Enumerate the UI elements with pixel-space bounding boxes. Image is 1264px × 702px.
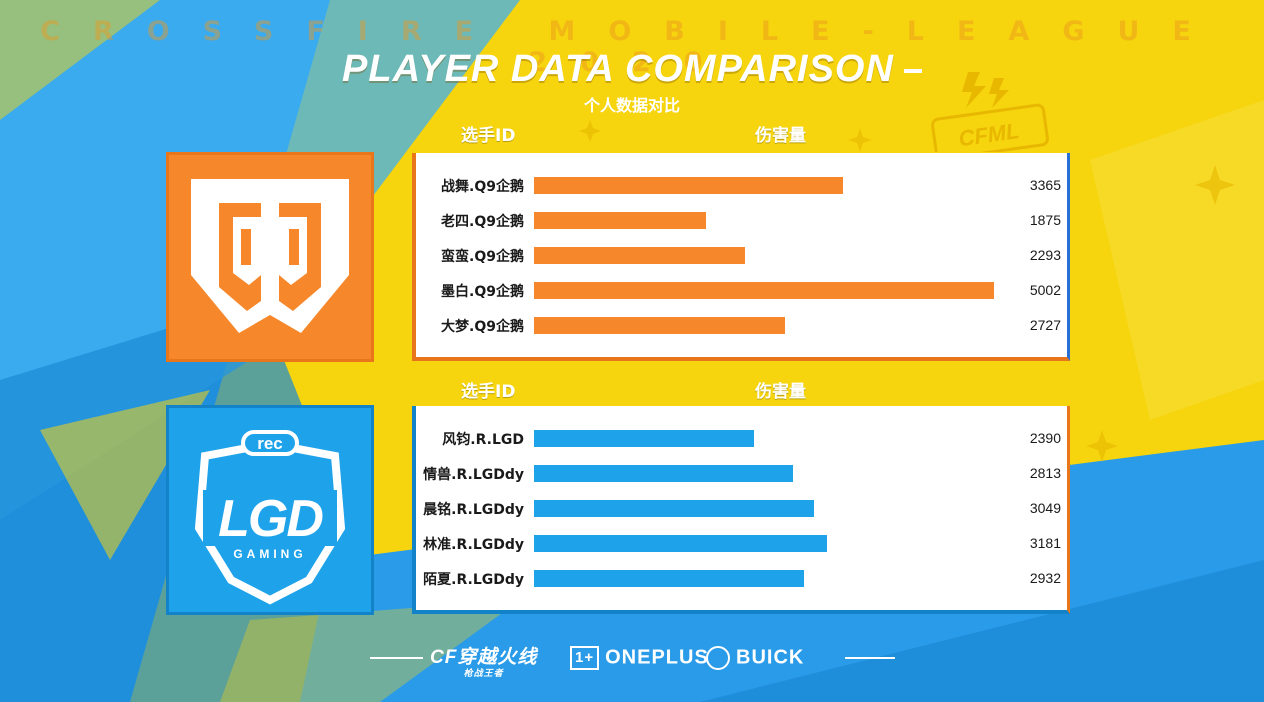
- bar-row: 林准.R.LGDdy 3181: [416, 531, 1067, 555]
- damage-value: 2727: [1029, 317, 1061, 333]
- player-name: 战舞.Q9企鹅: [441, 179, 524, 195]
- q9-logo-icon: [191, 179, 349, 333]
- team-logo-lgd: rec LGD GAMING: [166, 405, 374, 615]
- sponsor-cf-text: 穿越火线: [457, 647, 538, 668]
- col-header-damage-1: 伤害量: [755, 126, 806, 146]
- damage-value: 2932: [1029, 570, 1061, 586]
- player-name: 蛮蛮.Q9企鹅: [441, 249, 524, 265]
- bar-row: 蛮蛮.Q9企鹅 2293: [416, 243, 1067, 267]
- player-name: 晨铭.R.LGDdy: [423, 502, 524, 518]
- chart-panel-q9: 战舞.Q9企鹅 3365 老四.Q9企鹅 1875 蛮蛮.Q9企鹅 2293 墨白.Q9企鹅…: [412, 153, 1070, 361]
- col-header-damage-2: 伤害量: [755, 382, 806, 402]
- bar-row: 战舞.Q9企鹅 3365: [416, 173, 1067, 197]
- sponsor-oneplus-text: ONEPLUS: [605, 646, 709, 669]
- svg-text:LGD: LGD: [218, 490, 323, 548]
- damage-bar: [534, 317, 785, 334]
- damage-value: 2813: [1029, 465, 1061, 481]
- damage-value: 3365: [1029, 177, 1061, 193]
- page-title-text: PLAYER DATA COMPARISON: [342, 48, 894, 90]
- player-name: 林准.R.LGDdy: [423, 537, 524, 553]
- bar-row: 情兽.R.LGDdy 2813: [416, 461, 1067, 485]
- lgd-rec-text: rec: [257, 434, 283, 453]
- player-name: 情兽.R.LGDdy: [423, 467, 524, 483]
- damage-value: 1875: [1029, 212, 1061, 228]
- player-name: 墨白.Q9企鹅: [441, 284, 524, 300]
- player-name: 风钧.R.LGD: [442, 432, 524, 448]
- col-header-player-1: 选手ID: [461, 126, 516, 146]
- damage-bar: [534, 430, 754, 447]
- cfml-corner-logo: CFML: [931, 72, 1049, 152]
- cf-logo-mark: CF: [430, 647, 458, 668]
- svg-text:GAMING: GAMING: [233, 547, 306, 561]
- oneplus-icon: 1+: [570, 646, 600, 670]
- page-title: PLAYER DATA COMPARISON: [0, 48, 1264, 91]
- col-header-player-2: 选手ID: [461, 382, 516, 402]
- sponsor-buick: BUICK: [706, 646, 804, 670]
- damage-value: 3049: [1029, 500, 1061, 516]
- title-dash: [903, 68, 922, 73]
- damage-bar: [534, 247, 745, 264]
- player-name: 大梦.Q9企鹅: [441, 319, 524, 335]
- damage-bar: [534, 535, 827, 552]
- damage-value: 2293: [1029, 247, 1061, 263]
- player-name: 陌夏.R.LGDdy: [423, 572, 524, 588]
- page-subtitle: 个人数据对比: [583, 96, 680, 115]
- damage-bar: [534, 500, 814, 517]
- footer-line-right: [845, 657, 895, 659]
- sponsor-oneplus: 1+ ONEPLUS: [570, 646, 709, 670]
- buick-icon: [706, 646, 730, 670]
- cfml-corner-text: CFML: [957, 118, 1021, 151]
- damage-bar: [534, 465, 793, 482]
- player-name: 老四.Q9企鹅: [441, 214, 524, 230]
- footer-line-left: [370, 657, 418, 659]
- chart-panel-lgd: 风钧.R.LGD 2390 情兽.R.LGDdy 2813 晨铭.R.LGDdy 3049…: [412, 406, 1070, 614]
- footer-line-left-cap: [418, 657, 423, 659]
- league-watermark: CROSSFIRE MOBILE-LEAGUE 2020: [40, 16, 1224, 78]
- sponsor-cf-logo: CF穿越火线 枪战王者: [430, 642, 537, 679]
- lgd-logo-icon: rec LGD GAMING: [194, 430, 346, 605]
- bar-row: 老四.Q9企鹅 1875: [416, 208, 1067, 232]
- bar-row: 风钧.R.LGD 2390: [416, 426, 1067, 450]
- damage-value: 2390: [1029, 430, 1061, 446]
- damage-bar: [534, 177, 843, 194]
- bar-row: 墨白.Q9企鹅 5002: [416, 278, 1067, 302]
- bar-row: 晨铭.R.LGDdy 3049: [416, 496, 1067, 520]
- damage-bar: [534, 570, 804, 587]
- damage-bar: [534, 212, 706, 229]
- team-logo-q9: [166, 152, 374, 362]
- bar-row: 大梦.Q9企鹅 2727: [416, 313, 1067, 337]
- damage-bar: [534, 282, 994, 299]
- damage-value: 3181: [1029, 535, 1061, 551]
- sponsor-buick-text: BUICK: [736, 646, 805, 669]
- damage-value: 5002: [1029, 282, 1061, 298]
- bar-row: 陌夏.R.LGDdy 2932: [416, 566, 1067, 590]
- sponsor-cf-sub: 枪战王者: [463, 668, 504, 678]
